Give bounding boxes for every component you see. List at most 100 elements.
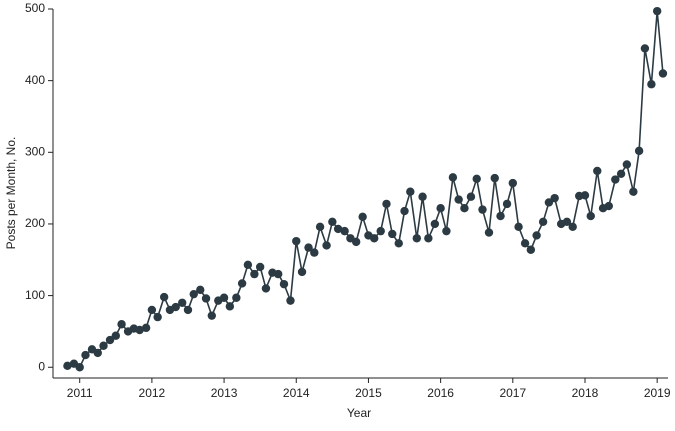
point [196,285,205,295]
point [159,292,169,302]
point [520,239,530,248]
point [562,217,572,227]
point [75,363,84,372]
point [629,187,638,196]
point [568,222,577,232]
point [178,298,187,307]
point [232,293,241,302]
x-tick-label: 2014 [283,386,310,400]
x-tick-label: 2019 [644,386,671,400]
point [201,294,211,303]
point [225,302,235,311]
point [105,335,115,345]
point [593,166,602,176]
point [279,279,289,289]
point [448,173,458,182]
point [261,284,271,293]
point [99,341,108,350]
y-tick-label: 500 [25,1,45,15]
point [538,217,548,227]
point [135,325,144,335]
point [153,312,162,322]
point [616,169,626,178]
x-tick-label: 2013 [211,386,238,400]
point [611,175,620,184]
point [460,203,469,213]
point [508,178,518,188]
point [640,44,650,53]
point [310,248,319,257]
point [502,199,512,209]
point [111,331,120,340]
point [63,361,72,371]
x-axis-title: Year [347,406,371,420]
point [604,201,614,211]
point [424,234,433,243]
point [333,224,343,234]
point [171,302,180,312]
point [442,226,451,236]
point [490,173,499,183]
point [340,226,349,236]
point [430,219,440,229]
point [147,305,157,315]
y-tick-label: 100 [25,288,45,302]
point [586,211,595,221]
point [478,205,487,214]
x-tick-label: 2012 [139,386,166,400]
point [93,348,102,358]
point [255,262,265,272]
point [207,311,217,320]
point [394,239,403,248]
point [466,192,476,201]
point [322,241,331,250]
point [658,69,668,78]
point [412,234,422,243]
point [237,279,247,288]
y-tick-label: 400 [25,73,45,87]
point [436,203,445,213]
point [400,206,409,216]
point [304,243,313,252]
y-axis-title: Posts per Month, No. [4,137,18,250]
point [81,350,90,360]
x-tick-label: 2017 [499,386,526,400]
y-tick-label: 200 [25,216,45,230]
point [647,80,656,89]
point [286,296,295,305]
point [550,193,559,203]
point [634,146,644,156]
point [243,260,253,269]
x-tick-label: 2015 [355,386,382,400]
point [358,212,367,221]
point [580,191,590,200]
point [183,305,193,315]
point [388,229,397,239]
point [189,289,198,299]
point [376,226,385,236]
y-tick-label: 300 [25,144,45,158]
y-tick-label: 0 [38,359,45,373]
point [219,293,229,302]
x-tick-label: 2016 [427,386,454,400]
point [315,222,325,232]
point [472,174,481,184]
point [484,228,494,237]
point [418,192,427,201]
point [652,6,662,16]
point [454,195,463,204]
point [526,245,536,254]
point [496,211,505,221]
point [544,198,554,207]
point [292,236,301,246]
point [370,234,379,243]
point [141,323,151,333]
point [328,217,337,227]
point [250,269,259,279]
point [297,267,307,277]
point [622,160,632,169]
point [274,269,283,279]
point [351,237,361,247]
point [382,199,391,209]
